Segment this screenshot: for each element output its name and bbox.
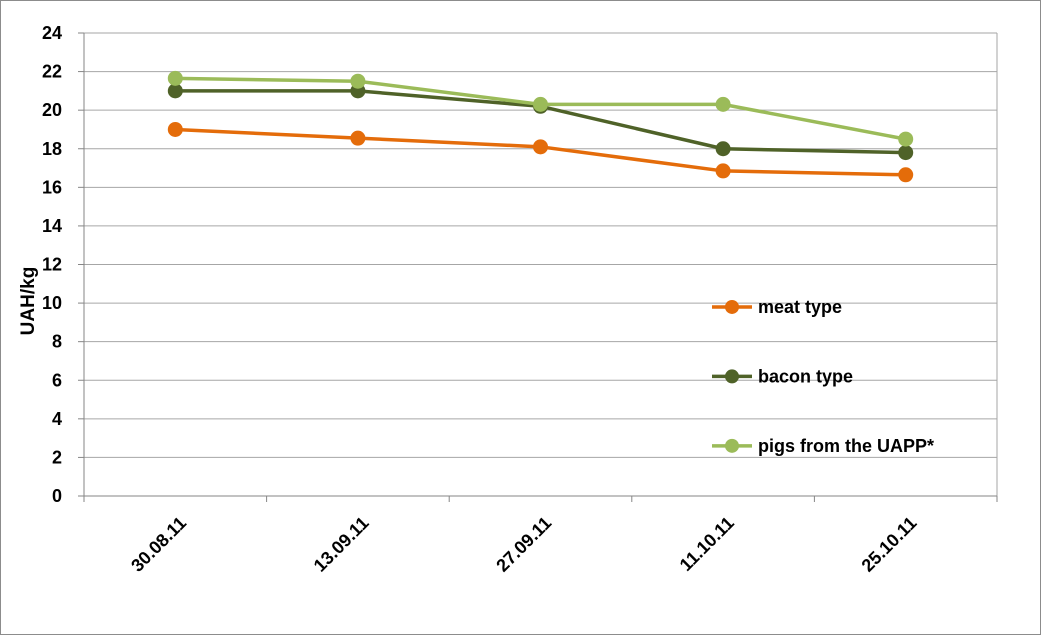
x-tick-label: 30.08.11 (127, 513, 190, 576)
y-tick-label: 22 (42, 62, 62, 82)
data-point (167, 121, 183, 137)
legend-item: meat type (712, 297, 842, 317)
x-tick-label: 25.10.11 (858, 513, 921, 576)
data-point (167, 70, 183, 86)
legend-label: pigs from the UAPP* (758, 436, 934, 456)
y-tick-label: 20 (42, 100, 62, 120)
y-tick-label: 18 (42, 139, 62, 159)
gridlines (84, 32, 997, 458)
data-point (715, 141, 731, 157)
y-tick-label: 6 (52, 370, 62, 390)
data-point (898, 131, 914, 147)
legend-swatch-marker (725, 438, 739, 453)
x-tick-labels: 30.08.11 13.09.11 27.09.11 11.10.11 25.10.11 (127, 513, 920, 576)
y-axis-title: UAH/kg (18, 267, 39, 336)
data-point (898, 145, 914, 161)
y-tick-label: 2 (52, 447, 62, 467)
x-tick-label: 11.10.11 (676, 513, 738, 575)
data-point (715, 96, 731, 112)
x-tick-label: 13.09.11 (310, 513, 373, 576)
x-tick-label: 27.09.11 (492, 513, 555, 576)
data-point (350, 73, 366, 89)
data-point (533, 139, 548, 155)
y-tick-label: 12 (42, 255, 62, 275)
series-lines (167, 70, 914, 183)
y-tick-label: 24 (42, 23, 62, 43)
data-point (167, 83, 183, 99)
data-point (350, 130, 366, 146)
y-tick-label: 14 (42, 216, 62, 236)
legend-item: bacon type (712, 366, 853, 386)
data-point (898, 167, 914, 183)
legend-label: bacon type (758, 366, 853, 386)
y-tick-label: 10 (42, 293, 62, 313)
legend-swatch-marker (725, 299, 739, 314)
axes (78, 32, 998, 502)
data-point (715, 163, 731, 179)
data-point (533, 96, 548, 112)
legend-item: pigs from the UAPP* (712, 436, 934, 456)
y-tick-label: 0 (52, 486, 62, 506)
legend-swatch-marker (725, 369, 739, 384)
y-tick-label: 4 (52, 409, 62, 429)
y-tick-label: 16 (42, 177, 62, 197)
legend-label: meat type (758, 297, 842, 317)
legend: meat type bacon type pigs from the UAPP* (712, 297, 934, 456)
y-tick-label: 8 (52, 332, 62, 352)
